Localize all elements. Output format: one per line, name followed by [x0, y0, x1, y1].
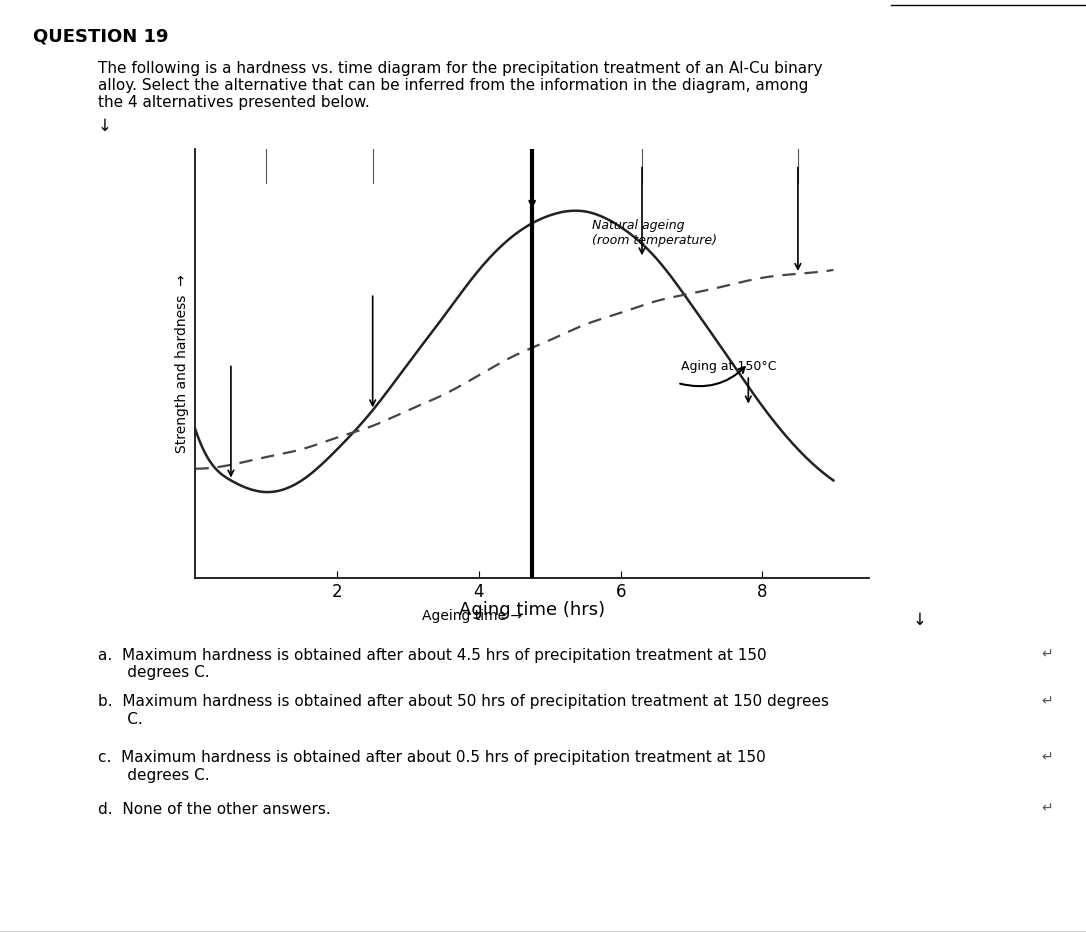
Text: Ageing time →: Ageing time →: [422, 609, 522, 623]
Text: c.  Maximum hardness is obtained after about 0.5 hrs of precipitation treatment : c. Maximum hardness is obtained after ab…: [98, 750, 766, 783]
Text: Aging time (hrs): Aging time (hrs): [459, 601, 605, 619]
Text: ↵: ↵: [1041, 802, 1053, 816]
Text: ↵: ↵: [1041, 648, 1053, 662]
Text: Natural ageing
(room temperature): Natural ageing (room temperature): [592, 219, 718, 247]
Y-axis label: Strength and hardness  →: Strength and hardness →: [175, 274, 189, 453]
Text: Aging at 150°C: Aging at 150°C: [681, 360, 776, 373]
Text: b.  Maximum hardness is obtained after about 50 hrs of precipitation treatment a: b. Maximum hardness is obtained after ab…: [98, 694, 829, 727]
Text: ↵: ↵: [1041, 750, 1053, 764]
Text: QUESTION 19: QUESTION 19: [33, 28, 168, 46]
Text: ↓: ↓: [98, 116, 112, 134]
Text: d.  None of the other answers.: d. None of the other answers.: [98, 802, 330, 816]
Text: The following is a hardness vs. time diagram for the precipitation treatment of : The following is a hardness vs. time dia…: [98, 61, 822, 110]
Text: a.  Maximum hardness is obtained after about 4.5 hrs of precipitation treatment : a. Maximum hardness is obtained after ab…: [98, 648, 767, 680]
Text: ↓: ↓: [912, 610, 926, 628]
Text: ↵: ↵: [1041, 694, 1053, 708]
